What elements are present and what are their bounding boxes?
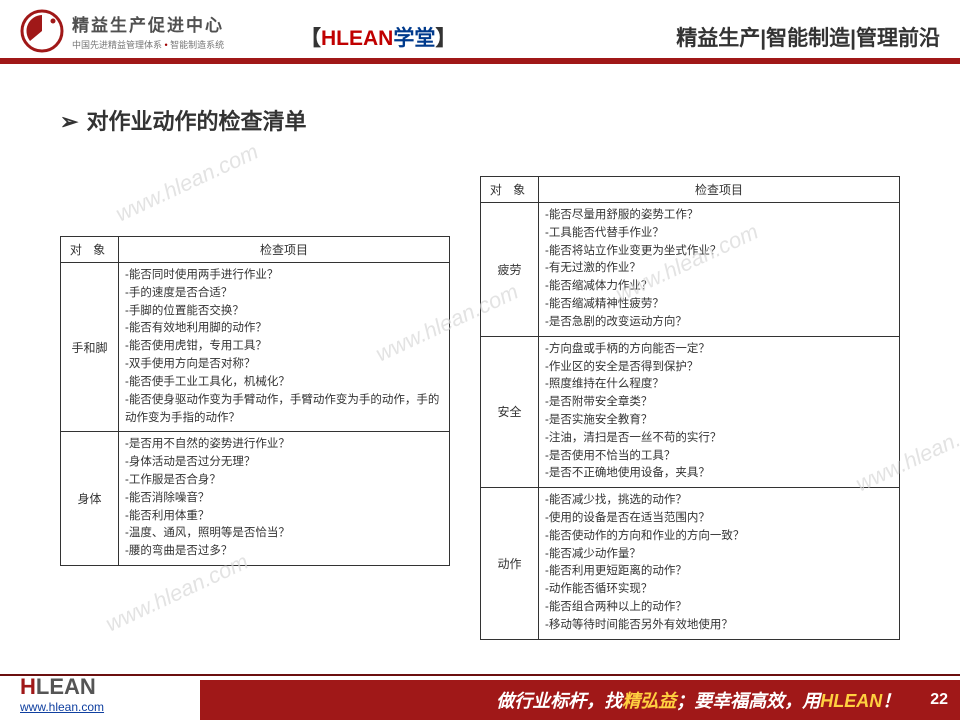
footer-red-bar: 做行业标杆，找精弘益；要幸福高效，用HLEAN！ 22 <box>200 680 960 720</box>
items-cell: -是否用不自然的姿势进行作业？-身体活动是否过分无理？-工作服是否合身？-能否消… <box>119 432 450 566</box>
table-row: 动作-能否减少找，挑选的动作？-使用的设备是否在适当范围内？-能否使动作的方向和… <box>481 488 900 640</box>
th-object: 对 象 <box>61 237 119 263</box>
th-items: 检查项目 <box>539 177 900 203</box>
table-row: 身体-是否用不自然的姿势进行作业？-身体活动是否过分无理？-工作服是否合身？-能… <box>61 432 450 566</box>
tables-row: 对 象 检查项目 手和脚-能否同时使用两手进行作业？-手的速度是否合适？-手脚的… <box>60 176 910 640</box>
items-cell: -能否同时使用两手进行作业？-手的速度是否合适？-手脚的位置能否交换？-能否有效… <box>119 263 450 432</box>
left-table: 对 象 检查项目 手和脚-能否同时使用两手进行作业？-手的速度是否合适？-手脚的… <box>60 236 450 566</box>
section-heading: ➢对作业动作的检查清单 <box>60 104 910 136</box>
main-content: ➢对作业动作的检查清单 对 象 检查项目 手和脚-能否同时使用两手进行作业？-手… <box>0 64 960 640</box>
items-cell: -方向盘或手柄的方向能否一定？-作业区的安全是否得到保护？-照度维持在什么程度？… <box>539 336 900 488</box>
footer-url: www.hlean.com <box>20 700 104 714</box>
items-cell: -能否尽量用舒服的姿势工作？-工具能否代替手作业？-能否将站立作业变更为坐式作业… <box>539 203 900 337</box>
footer-divider <box>0 674 960 676</box>
footer-logo: HLEAN www.hlean.com <box>20 674 104 714</box>
logo-subtitle: 中国先进精益管理体系 • 智能制造系统 <box>72 38 224 51</box>
object-cell: 手和脚 <box>61 263 119 432</box>
items-cell: -能否减少找，挑选的动作？-使用的设备是否在适当范围内？-能否使动作的方向和作业… <box>539 488 900 640</box>
logo-title: 精益生产促进中心 <box>72 11 224 36</box>
object-cell: 动作 <box>481 488 539 640</box>
right-table: 对 象 检查项目 疲劳-能否尽量用舒服的姿势工作？-工具能否代替手作业？-能否将… <box>480 176 900 640</box>
logo-area: 精益生产促进中心 中国先进精益管理体系 • 智能制造系统 <box>20 9 224 53</box>
th-items: 检查项目 <box>119 237 450 263</box>
footer-slogan: 做行业标杆，找精弘益；要幸福高效，用HLEAN！ <box>496 687 900 713</box>
table-row: 疲劳-能否尽量用舒服的姿势工作？-工具能否代替手作业？-能否将站立作业变更为坐式… <box>481 203 900 337</box>
page-number: 22 <box>930 691 948 709</box>
right-title: 精益生产|智能制造|管理前沿 <box>676 22 940 52</box>
table-row: 安全-方向盘或手柄的方向能否一定？-作业区的安全是否得到保护？-照度维持在什么程… <box>481 336 900 488</box>
footer: HLEAN www.hlean.com 做行业标杆，找精弘益；要幸福高效，用HL… <box>0 668 960 720</box>
object-cell: 身体 <box>61 432 119 566</box>
th-object: 对 象 <box>481 177 539 203</box>
center-title: 【HLEAN学堂】 <box>300 22 456 52</box>
table-row: 手和脚-能否同时使用两手进行作业？-手的速度是否合适？-手脚的位置能否交换？-能… <box>61 263 450 432</box>
header: 精益生产促进中心 中国先进精益管理体系 • 智能制造系统 【HLEAN学堂】 精… <box>0 0 960 58</box>
object-cell: 疲劳 <box>481 203 539 337</box>
logo-icon <box>20 9 64 53</box>
object-cell: 安全 <box>481 336 539 488</box>
